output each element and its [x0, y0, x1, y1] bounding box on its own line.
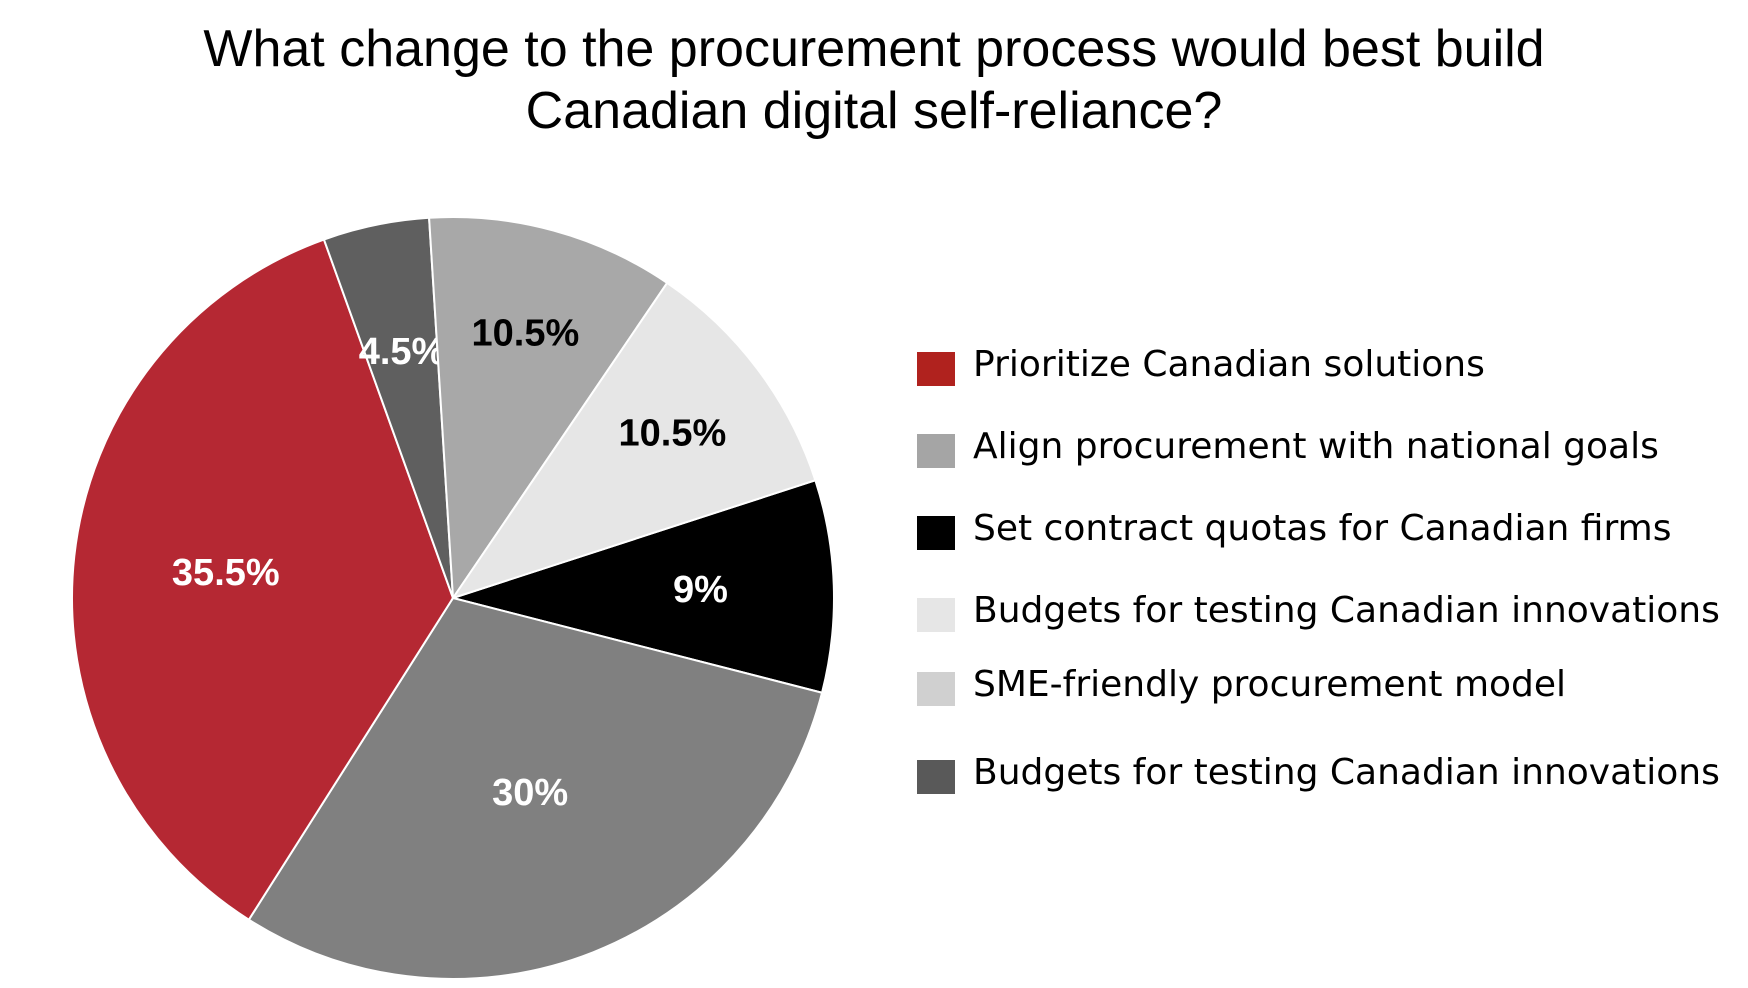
slice-data-label: 9%	[673, 569, 728, 611]
chart-title-line-1: What change to the procurement process w…	[203, 20, 1545, 78]
legend-label: Align procurement with national goals	[973, 426, 1659, 467]
slice-data-label: 10.5%	[619, 412, 727, 454]
legend-swatch	[917, 760, 955, 794]
legend-label: Budgets for testing Canadian innovations	[973, 752, 1720, 793]
pie-slice	[247, 596, 824, 980]
pie-slice	[450, 281, 817, 600]
legend-label: Budgets for testing Canadian innovations	[973, 590, 1720, 631]
pie-slice	[428, 216, 669, 601]
chart-title: What change to the procurement process w…	[0, 18, 1748, 142]
legend-label: SME-friendly procurement model	[973, 664, 1567, 705]
legend-label: Set contract quotas for Canadian firms	[973, 508, 1672, 549]
legend-label: Prioritize Canadian solutions	[973, 344, 1485, 385]
slice-data-label: 4.5%	[359, 331, 446, 373]
legend-swatch	[917, 352, 955, 386]
legend-swatch	[917, 516, 955, 550]
legend-swatch	[917, 598, 955, 632]
slice-data-label: 35.5%	[172, 552, 280, 594]
chart-title-line-2: Canadian digital self-reliance?	[525, 82, 1223, 140]
legend-swatch	[917, 672, 955, 706]
legend-swatch	[917, 434, 955, 468]
pie-slice	[70, 238, 455, 922]
slice-data-label: 30%	[492, 772, 568, 814]
slice-data-label: 10.5%	[472, 312, 580, 354]
pie-slice	[449, 478, 835, 694]
